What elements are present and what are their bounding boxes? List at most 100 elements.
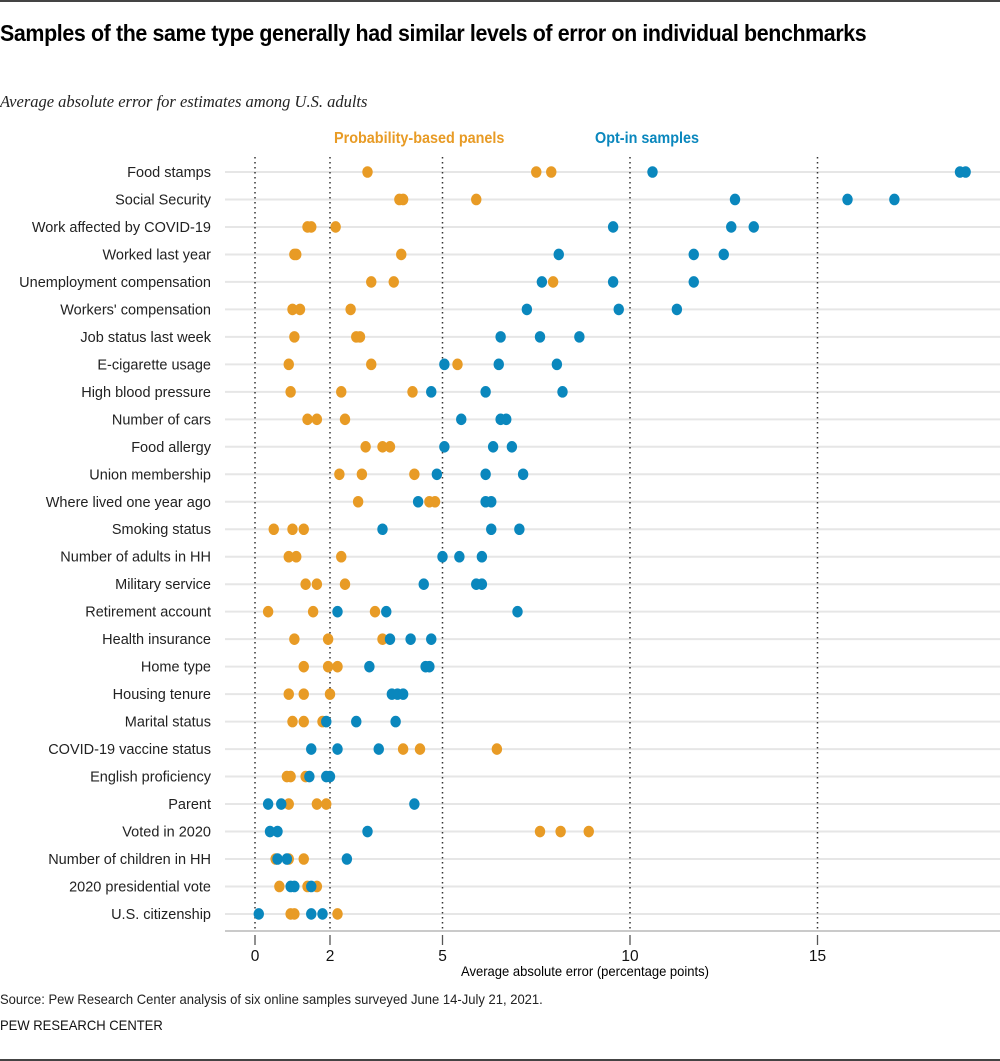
dot-opt-in-samples-job-status-last-week xyxy=(574,331,585,343)
dot-opt-in-samples-home-type xyxy=(424,660,435,673)
dot-opt-in-samples-marital-status xyxy=(321,715,332,728)
legend-probability-based-panels: Probability-based panels xyxy=(334,130,505,147)
dot-opt-in-samples-workers-compensation xyxy=(613,303,624,316)
dot-probability-based-panels-military-service xyxy=(311,578,323,590)
dot-probability-based-panels-military-service xyxy=(300,578,311,590)
dot-opt-in-samples-2020-presidential-vote xyxy=(306,880,317,893)
dot-opt-in-samples-work-affected-by-covid-19 xyxy=(726,221,737,233)
dot-probability-based-panels-e-cigarette-usage xyxy=(283,358,294,371)
dot-probability-based-panels-work-affected-by-covid-19 xyxy=(306,221,317,233)
dot-probability-based-panels-health-insurance xyxy=(322,633,334,645)
dot-opt-in-samples-worked-last-year xyxy=(553,248,564,261)
top-border xyxy=(0,0,1000,2)
dot-probability-based-panels-covid-19-vaccine-status xyxy=(397,743,409,755)
dot-opt-in-samples-retirement-account xyxy=(332,605,343,618)
dot-opt-in-samples-marital-status xyxy=(351,715,362,728)
dot-probability-based-panels-parent xyxy=(321,798,332,810)
x-axis-title: Average absolute error (percentage point… xyxy=(461,963,710,979)
gridlines xyxy=(254,157,819,931)
dot-opt-in-samples-parent xyxy=(262,798,274,810)
dot-probability-based-panels-health-insurance xyxy=(377,633,388,645)
category-label-food-allergy: Food allergy xyxy=(131,440,212,456)
category-labels: Food stamps Social Security Work affected … xyxy=(19,165,212,923)
dot-opt-in-samples-parent xyxy=(276,798,287,810)
dot-probability-based-panels-food-allergy xyxy=(384,441,396,453)
dot-opt-in-samples-voted-in-2020 xyxy=(264,825,276,838)
dot-probability-based-panels-union-membership xyxy=(409,468,420,481)
dot-opt-in-samples-smoking-status xyxy=(514,523,525,536)
category-label-english-proficiency: English proficiency xyxy=(90,770,212,786)
dot-probability-based-panels-retirement-account xyxy=(307,605,319,618)
category-label-number-of-cars: Number of cars xyxy=(112,412,211,428)
dot-probability-based-panels-worked-last-year xyxy=(396,248,407,261)
dot-opt-in-samples-military-service xyxy=(418,578,429,590)
dot-probability-based-panels-u-s-citizenship xyxy=(332,908,343,920)
dot-probability-based-panels-home-type xyxy=(322,660,334,673)
x-tick-label-2: 2 xyxy=(326,948,335,965)
category-label-number-of-adults-in-hh: Number of adults in HH xyxy=(60,550,211,566)
dot-probability-based-panels-food-stamps xyxy=(362,166,373,178)
dot-probability-based-panels-covid-19-vaccine-status xyxy=(491,743,503,755)
dot-probability-based-panels-2020-presidential-vote xyxy=(274,880,285,893)
dot-probability-based-panels-home-type xyxy=(332,660,343,673)
dot-opt-in-samples-where-lived-one-year-ago xyxy=(412,495,424,508)
dot-probability-based-panels-workers-compensation xyxy=(294,303,306,316)
dot-opt-in-samples-food-stamps xyxy=(647,166,658,178)
dot-probability-based-panels-voted-in-2020 xyxy=(555,825,566,838)
dot-opt-in-samples-food-stamps xyxy=(960,166,971,178)
dot-probability-based-panels-marital-status xyxy=(298,715,309,728)
dot-probability-based-panels-unemployment-compensation xyxy=(547,276,559,288)
dot-opt-in-samples-housing-tenure xyxy=(397,688,409,700)
category-label-social-security: Social Security xyxy=(115,192,212,208)
category-label-parent: Parent xyxy=(168,797,211,813)
category-label-work-affected-by-covid-19: Work affected by COVID-19 xyxy=(32,220,211,236)
dot-opt-in-samples-covid-19-vaccine-status xyxy=(332,743,343,755)
dot-opt-in-samples-worked-last-year xyxy=(718,248,729,261)
dot-probability-based-panels-number-of-children-in-hh xyxy=(298,853,309,865)
category-label-workers-compensation: Workers' compensation xyxy=(60,302,211,318)
dot-opt-in-samples-worked-last-year xyxy=(688,248,699,261)
dot-probability-based-panels-food-stamps xyxy=(546,166,557,178)
dot-probability-based-panels-workers-compensation xyxy=(345,303,356,316)
dot-opt-in-samples-high-blood-pressure xyxy=(480,386,491,398)
dot-probability-based-panels-where-lived-one-year-ago xyxy=(352,495,364,508)
category-label-job-status-last-week: Job status last week xyxy=(80,330,211,346)
x-tick-label-15: 15 xyxy=(809,948,826,965)
dot-probability-based-panels-smoking-status xyxy=(287,523,298,536)
dot-probability-based-panels-job-status-last-week xyxy=(354,331,366,343)
dot-probability-based-panels-worked-last-year xyxy=(291,248,302,261)
dot-probability-based-panels-social-security xyxy=(397,193,409,206)
x-axis: 0 2 5 10 15 xyxy=(225,930,1000,965)
category-label-retirement-account: Retirement account xyxy=(85,605,211,621)
dot-opt-in-samples-e-cigarette-usage xyxy=(439,358,450,371)
dot-opt-in-samples-english-proficiency xyxy=(304,770,315,783)
category-label-e-cigarette-usage: E-cigarette usage xyxy=(97,357,211,373)
category-label-high-blood-pressure: High blood pressure xyxy=(81,385,211,401)
dot-opt-in-samples-unemployment-compensation xyxy=(688,276,699,288)
dot-opt-in-samples-number-of-adults-in-hh xyxy=(437,550,448,563)
category-label-health-insurance: Health insurance xyxy=(102,632,211,648)
dot-opt-in-samples-smoking-status xyxy=(377,523,388,536)
dot-probability-based-panels-housing-tenure xyxy=(298,688,309,700)
dot-probability-based-panels-marital-status xyxy=(287,715,298,728)
dot-probability-based-panels-food-allergy xyxy=(360,441,371,453)
dot-probability-based-panels-housing-tenure xyxy=(324,688,336,700)
dot-probability-based-panels-health-insurance xyxy=(289,633,300,645)
x-tick-label-0: 0 xyxy=(251,948,260,965)
chart-subtitle: Average absolute error for estimates amo… xyxy=(0,92,368,111)
dot-probability-based-panels-workers-compensation xyxy=(287,303,298,316)
dot-probability-based-panels-unemployment-compensation xyxy=(366,276,377,288)
dot-opt-in-samples-number-of-cars xyxy=(456,413,467,426)
dot-probability-based-panels-number-of-cars xyxy=(302,413,313,426)
dot-opt-in-samples-covid-19-vaccine-status xyxy=(373,743,384,755)
category-label-covid-19-vaccine-status: COVID-19 vaccine status xyxy=(48,742,211,758)
category-label-home-type: Home type xyxy=(141,660,211,676)
chart-title: Samples of the same type generally had s… xyxy=(0,20,867,46)
dot-probability-based-panels-work-affected-by-covid-19 xyxy=(330,221,341,233)
dot-opt-in-samples-smoking-status xyxy=(486,523,497,536)
category-label-smoking-status: Smoking status xyxy=(112,522,211,538)
bottom-border xyxy=(0,1059,1000,1061)
category-label-u-s-citizenship: U.S. citizenship xyxy=(111,907,211,923)
dot-opt-in-samples-social-security xyxy=(889,193,900,206)
dot-opt-in-samples-social-security xyxy=(729,193,741,206)
